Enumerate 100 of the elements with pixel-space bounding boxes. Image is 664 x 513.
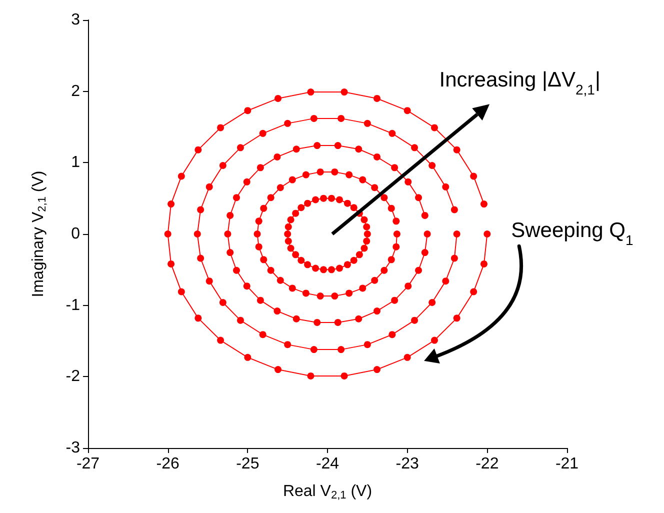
y-tick-label: -2 — [66, 368, 80, 386]
point — [312, 196, 320, 204]
point — [164, 230, 172, 238]
point — [380, 194, 388, 202]
point — [484, 230, 491, 238]
point — [224, 230, 232, 238]
point — [178, 172, 185, 180]
point — [274, 94, 282, 102]
x-tick-label: -23 — [396, 456, 419, 472]
point — [392, 218, 400, 225]
point — [374, 308, 380, 315]
point — [331, 292, 338, 300]
point — [288, 284, 296, 292]
point — [310, 114, 318, 122]
y-tick-label: -1 — [66, 296, 80, 314]
point — [197, 254, 204, 262]
x-tick-label: -27 — [76, 456, 100, 472]
point — [298, 256, 305, 264]
point — [307, 372, 314, 380]
point — [197, 206, 204, 214]
point — [360, 216, 368, 224]
y-axis-title: Imaginary V2,1 (V) — [30, 170, 48, 298]
point — [284, 230, 292, 238]
point — [292, 210, 300, 217]
point — [380, 266, 388, 274]
x-tick-label: -24 — [316, 456, 340, 472]
point — [480, 260, 488, 268]
x-tick-label: -22 — [476, 456, 499, 472]
point — [331, 168, 338, 176]
x-tick-label: -21 — [555, 456, 579, 472]
point — [392, 243, 400, 250]
point — [316, 292, 324, 300]
point — [355, 315, 362, 322]
point — [453, 146, 460, 154]
point — [430, 336, 438, 344]
point — [340, 88, 348, 96]
point — [292, 146, 300, 153]
point — [255, 243, 262, 250]
point — [267, 194, 274, 202]
point — [411, 144, 418, 152]
point — [219, 298, 226, 306]
point — [292, 315, 300, 322]
point — [415, 194, 422, 202]
y-tick-label: 0 — [71, 226, 80, 242]
point — [274, 308, 281, 315]
point — [470, 288, 478, 296]
point — [287, 216, 294, 224]
point — [236, 316, 244, 324]
point — [292, 251, 300, 258]
point — [226, 212, 234, 219]
point — [340, 372, 348, 380]
point — [388, 204, 395, 212]
point — [244, 354, 252, 361]
point — [274, 153, 281, 160]
point — [338, 346, 345, 354]
point — [314, 318, 321, 326]
point — [430, 124, 438, 132]
point — [334, 142, 342, 150]
point — [453, 230, 460, 238]
point — [356, 251, 363, 258]
point — [450, 254, 458, 262]
point — [344, 261, 351, 268]
point — [255, 218, 262, 225]
point — [388, 130, 396, 137]
point — [310, 346, 318, 354]
point — [328, 194, 335, 202]
point — [393, 230, 400, 238]
point — [480, 200, 488, 208]
point — [178, 288, 185, 296]
point — [206, 278, 213, 285]
point — [284, 341, 292, 348]
point — [391, 164, 398, 172]
point — [374, 366, 380, 374]
point — [320, 266, 328, 274]
point — [260, 204, 268, 212]
y-tick-label: -3 — [66, 440, 80, 456]
point — [244, 107, 252, 114]
point — [442, 183, 450, 190]
point — [168, 200, 175, 208]
point — [338, 114, 345, 122]
point — [194, 314, 202, 322]
point — [404, 178, 412, 186]
point — [243, 178, 250, 186]
point — [219, 162, 226, 170]
point — [312, 264, 320, 272]
point — [360, 244, 368, 252]
point — [226, 249, 234, 256]
point — [453, 314, 460, 322]
point — [256, 296, 264, 304]
annotation: Increasing |ΔV$_{2,1}$| — [439, 68, 600, 98]
point — [355, 146, 362, 153]
point — [404, 354, 411, 361]
point — [388, 256, 395, 264]
point — [304, 200, 312, 207]
point — [364, 341, 371, 348]
point — [371, 184, 378, 192]
point — [316, 168, 324, 176]
point — [206, 183, 213, 190]
point — [442, 278, 450, 285]
annotation: Sweeping Q$_{1}$ — [511, 218, 634, 248]
